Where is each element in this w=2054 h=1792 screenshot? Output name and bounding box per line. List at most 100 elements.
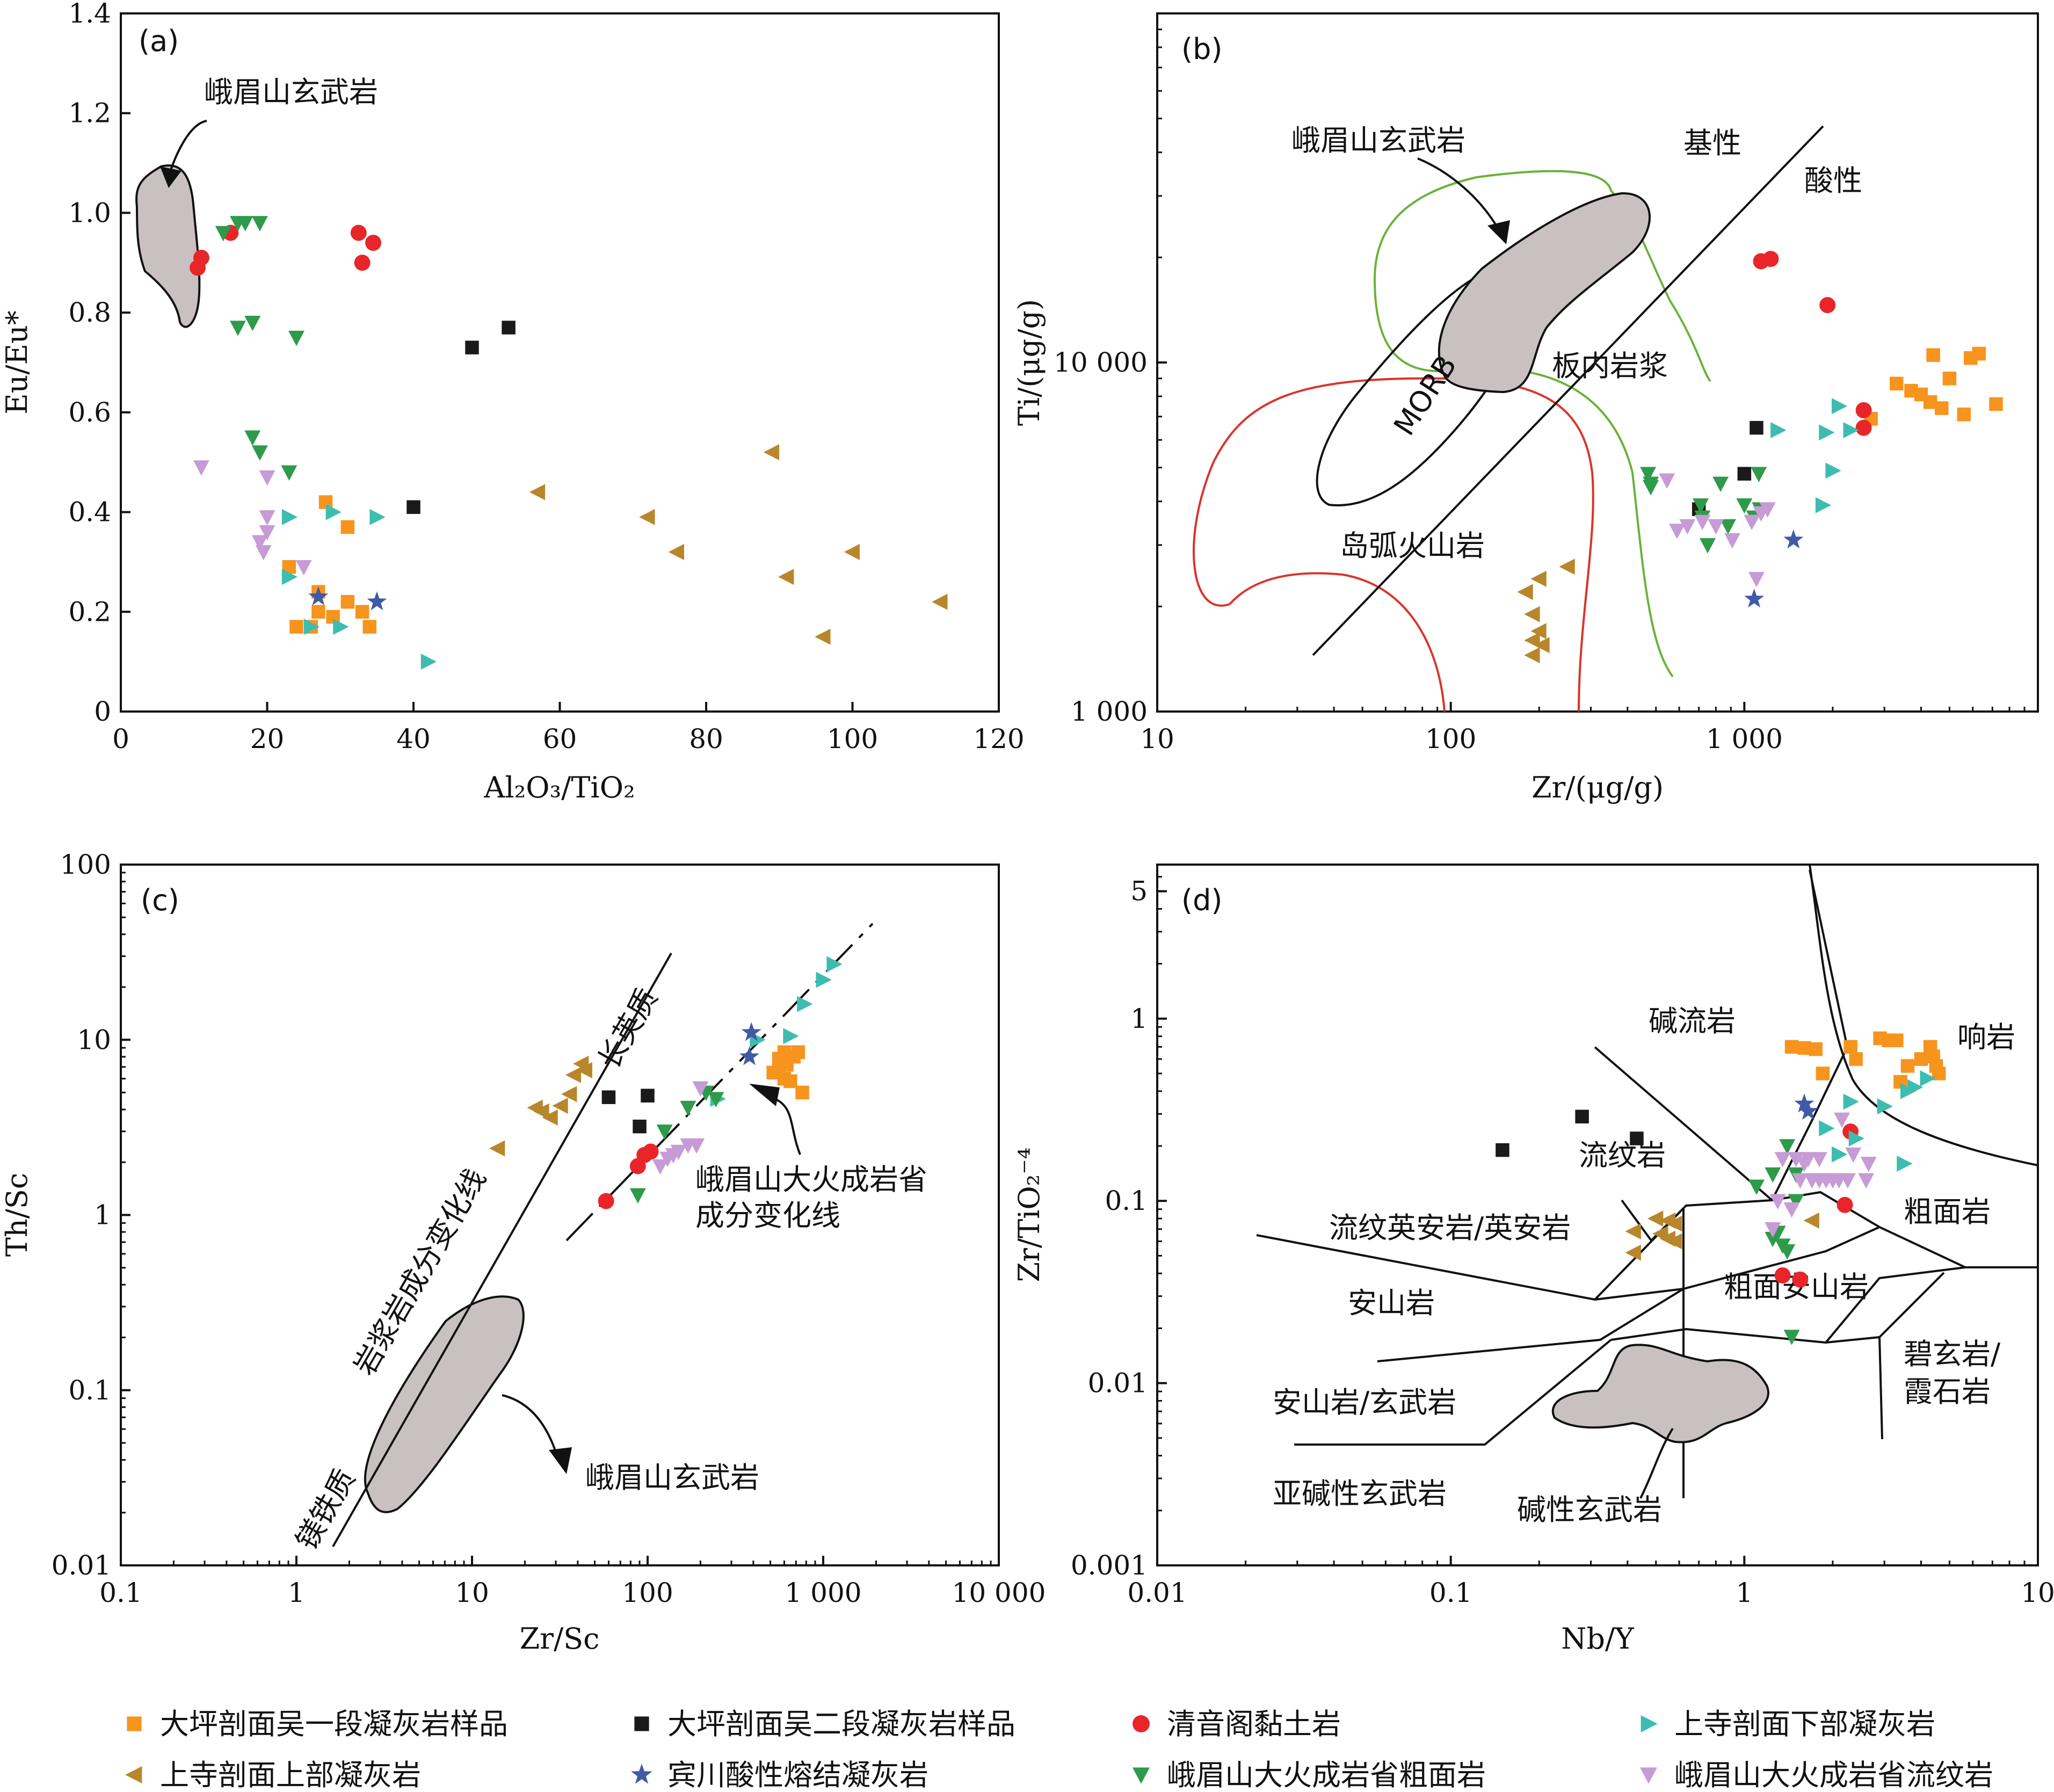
data-point xyxy=(1798,1100,1818,1120)
data-point xyxy=(1694,514,1711,531)
data-point xyxy=(1816,1067,1830,1080)
data-point xyxy=(1679,519,1696,535)
y-tick-label: 0.8 xyxy=(68,297,111,328)
basic-label: 基性 xyxy=(1683,126,1741,160)
data-point xyxy=(230,321,246,336)
x-tick-label: 10 xyxy=(1140,723,1174,754)
data-point xyxy=(816,971,832,988)
data-point xyxy=(1751,467,1767,482)
arrow-line-b xyxy=(1417,157,1502,234)
nephelinite-label: 霞石岩 xyxy=(1904,1375,1991,1409)
x-tick-label: 10 xyxy=(455,1577,489,1608)
data-point xyxy=(552,1098,568,1114)
data-point xyxy=(778,569,794,585)
data-point xyxy=(251,535,268,551)
data-point xyxy=(237,216,253,231)
basalt-label-a: 峨眉山玄武岩 xyxy=(204,75,378,109)
alk-basalt-leader xyxy=(1639,1427,1674,1499)
legend-label: 峨眉山大火成岩省流纹岩 xyxy=(1674,1758,1993,1792)
y-tick-label: 100 xyxy=(60,849,111,880)
y-tick-label: 1 xyxy=(1130,1003,1148,1034)
panel-d-label: (d) xyxy=(1181,883,1222,917)
data-point xyxy=(783,1074,797,1089)
x-tick-label: 1 000 xyxy=(785,1577,861,1608)
panel-d-ylabel: Zr/TiO₂⁻⁴ xyxy=(1012,1148,1046,1282)
data-point xyxy=(350,224,367,241)
y-tick-label: 0.01 xyxy=(1088,1368,1148,1399)
data-point xyxy=(1630,1131,1644,1145)
data-point xyxy=(1765,1222,1781,1238)
data-point xyxy=(1926,348,1940,362)
data-point xyxy=(1774,1152,1791,1167)
x-tick-label: 60 xyxy=(543,723,577,754)
data-point xyxy=(1800,1152,1817,1167)
data-point xyxy=(289,620,303,634)
y-tick-label: 1 xyxy=(94,1200,111,1231)
data-point xyxy=(1837,1196,1853,1213)
data-point xyxy=(259,510,275,526)
data-point xyxy=(1783,529,1804,549)
panel-a-ylabel: Eu/Eu* xyxy=(0,310,34,415)
data-point xyxy=(1855,402,1872,418)
data-point xyxy=(1843,422,1859,438)
rhyolite-label: 流纹岩 xyxy=(1579,1138,1666,1172)
data-point xyxy=(1759,502,1776,518)
data-point xyxy=(652,1159,669,1175)
data-point xyxy=(561,1086,577,1102)
data-point xyxy=(763,444,780,461)
data-point xyxy=(1779,1139,1796,1155)
data-point xyxy=(281,569,298,585)
data-point xyxy=(1659,473,1675,489)
comendite-label: 碱流岩 xyxy=(1649,1004,1736,1038)
andesite-label: 安山岩 xyxy=(1348,1286,1435,1320)
data-point xyxy=(502,321,516,335)
basalt-label-b: 峨眉山玄武岩 xyxy=(1291,124,1465,157)
data-point xyxy=(1765,1167,1781,1183)
data-point xyxy=(1750,420,1763,435)
panel-a-frame xyxy=(120,12,1000,713)
data-point xyxy=(244,315,261,331)
data-point xyxy=(1744,514,1760,531)
y-tick-label: 0.01 xyxy=(52,1550,111,1581)
x-tick-label: 0 xyxy=(112,723,129,754)
panel-a-label: (a) xyxy=(139,24,179,58)
data-point xyxy=(1666,1215,1682,1232)
data-point xyxy=(295,560,312,576)
legend-marker xyxy=(1640,1767,1657,1784)
x-tick-label: 1 000 xyxy=(1706,723,1783,754)
within-plate-label: 板内岩浆 xyxy=(1552,349,1668,383)
data-point xyxy=(1748,572,1765,587)
data-point xyxy=(1831,398,1848,415)
rhyodacite-label: 流纹英安岩/英安岩 xyxy=(1329,1211,1571,1245)
data-point xyxy=(354,255,371,271)
data-point xyxy=(1839,1173,1856,1189)
data-point xyxy=(1783,1330,1800,1345)
panel-c: (c) Zr/Sc Th/Sc 长英质 岩浆岩成分变化线 镁铁质 峨眉山玄武岩 … xyxy=(0,849,1046,1656)
acid-label: 酸性 xyxy=(1804,164,1862,198)
data-point xyxy=(311,605,325,619)
panel-b-xlabel: Zr/(μg/g) xyxy=(1532,771,1664,804)
data-point xyxy=(340,520,355,534)
data-point xyxy=(1788,1152,1804,1167)
basalt-field-a xyxy=(135,164,201,328)
legend-label: 上寺剖面下部凝灰岩 xyxy=(1674,1707,1935,1741)
basalt-field-d xyxy=(1551,1344,1769,1443)
data-point xyxy=(303,619,320,635)
panel-d-frame xyxy=(1156,864,2039,1566)
data-point xyxy=(251,445,268,461)
data-point xyxy=(542,1109,558,1126)
data-point xyxy=(355,605,369,619)
data-point xyxy=(1625,1223,1641,1240)
data-point xyxy=(1957,407,1971,422)
panel-b: (b) Zr/(μg/g) Ti/(μg/g) 峨眉山玄武岩 基性 酸性 板内岩… xyxy=(1012,12,2039,804)
y-tick-label: 10 000 xyxy=(1054,347,1148,378)
data-point xyxy=(533,1103,549,1120)
y-tick-label: 0.2 xyxy=(68,596,111,627)
basalt-label-c: 峨眉山玄武岩 xyxy=(585,1461,759,1494)
data-point xyxy=(1843,1040,1857,1054)
data-point xyxy=(215,226,231,242)
data-point xyxy=(688,1138,705,1154)
panel-d: (d) Nb/Y Zr/TiO₂⁻⁴ 碱流岩 响岩 流纹岩 流纹英安岩/英安岩 … xyxy=(1012,864,2054,1656)
panel-a: (a) Al₂O₃/TiO₂ Eu/Eu* 峨眉山玄武岩 0 20 40 60 80 10… xyxy=(0,0,1025,804)
basalt-field-b xyxy=(1438,192,1651,394)
